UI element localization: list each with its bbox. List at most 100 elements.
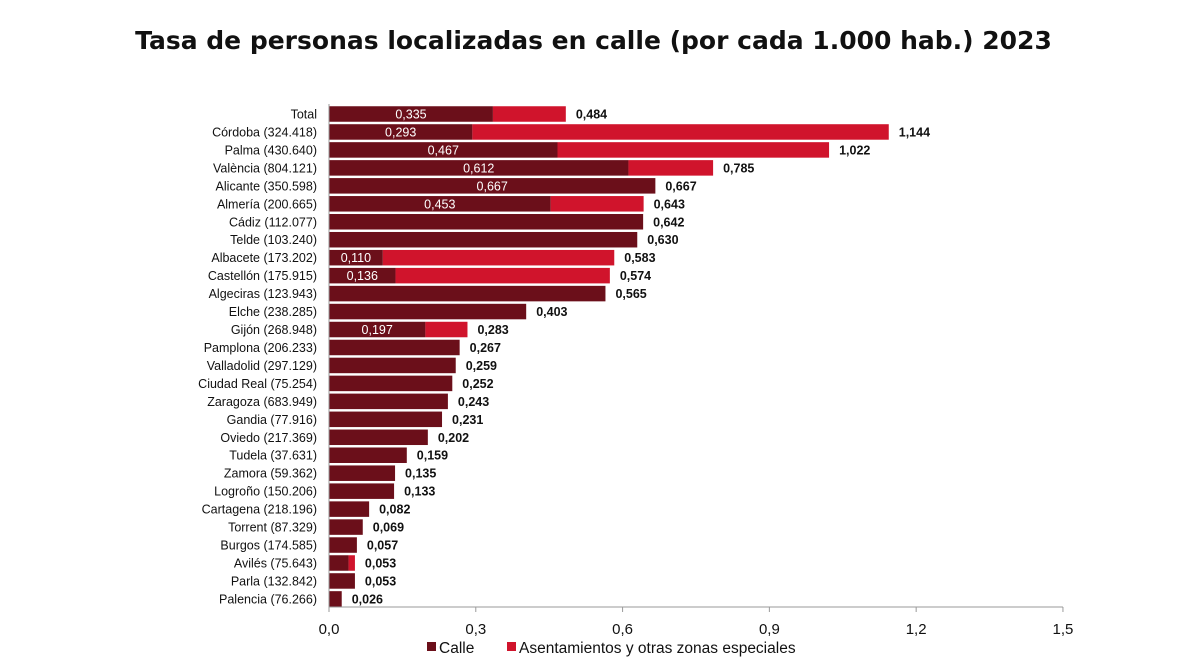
category-label: Algeciras (123.943) (209, 287, 317, 301)
bar-calle (329, 178, 656, 194)
category-label: Oviedo (217.369) (220, 431, 317, 445)
total-value-label: 0,133 (404, 485, 435, 499)
bar-asentamientos (628, 160, 714, 176)
category-label: Parla (132.842) (231, 574, 317, 588)
bar-calle (329, 249, 383, 266)
bar-asentamientos (557, 142, 830, 158)
bar-calle (329, 501, 370, 517)
category-label: Alicante (350.598) (216, 179, 317, 193)
total-value-label: 0,667 (665, 179, 696, 193)
segment-value-label: 0,612 (463, 161, 494, 175)
x-tick-label: 1,5 (1053, 621, 1074, 638)
category-label: Zaragoza (683.949) (207, 395, 317, 409)
category-label: Cartagena (218.196) (202, 503, 317, 517)
bar-calle (329, 573, 355, 589)
category-label: Gandia (77.916) (227, 413, 317, 427)
x-tick-label: 0,6 (612, 621, 633, 638)
bar-asentamientos (492, 106, 566, 122)
category-label: Cádiz (112.077) (229, 215, 317, 229)
total-value-label: 0,643 (654, 197, 685, 211)
category-label: Pamplona (206.233) (204, 341, 317, 355)
category-label: Tudela (37.631) (229, 449, 317, 463)
total-value-label: 0,231 (452, 413, 483, 427)
bar-calle (329, 196, 551, 212)
bar-calle (329, 447, 407, 463)
bar-calle (329, 357, 456, 374)
bar-calle (329, 465, 396, 481)
segment-value-label: 0,136 (347, 269, 378, 283)
total-value-label: 0,135 (405, 467, 436, 481)
segment-value-label: 0,110 (341, 251, 371, 265)
x-tick-label: 0,3 (465, 621, 486, 638)
total-value-label: 0,630 (647, 233, 678, 247)
bar-calle (329, 124, 473, 140)
bar-calle (329, 142, 558, 158)
bar-asentamientos (348, 555, 355, 571)
category-label: Palencia (76.266) (219, 592, 317, 606)
category-label: Zamora (59.362) (224, 467, 317, 481)
total-value-label: 0,082 (379, 503, 410, 517)
category-label: Avilés (75.643) (234, 557, 317, 571)
bar-calle (329, 106, 493, 122)
bar-calle (329, 555, 349, 571)
total-value-label: 0,259 (466, 359, 497, 373)
chart-title: Tasa de personas localizadas en calle (p… (135, 26, 1052, 55)
total-value-label: 0,785 (723, 161, 754, 175)
bar-asentamientos (550, 196, 644, 212)
bar-calle (329, 591, 342, 607)
segment-value-label: 0,197 (362, 323, 393, 337)
bar-asentamientos (472, 124, 889, 140)
total-value-label: 0,403 (536, 305, 567, 319)
category-label: Total (291, 108, 317, 122)
bar-asentamientos (395, 267, 610, 284)
category-label: Telde (103.240) (230, 233, 317, 247)
bar-asentamientos (382, 249, 615, 266)
bar-calle (329, 160, 629, 176)
total-value-label: 0,283 (477, 323, 508, 337)
category-labels: Total Córdoba (324.418) Palma (430.640) Val… (198, 108, 317, 607)
bar-calle (329, 339, 460, 356)
total-value-label: 0,057 (367, 539, 398, 553)
total-value-label: 0,026 (352, 592, 383, 606)
legend: Calle Asentamientos y otras zonas especia… (427, 640, 796, 657)
total-value-label: 0,243 (458, 395, 489, 409)
x-tick-label: 0,0 (319, 621, 340, 638)
category-label: València (804.121) (213, 161, 317, 175)
total-value-label: 0,574 (620, 269, 651, 283)
bar-calle (329, 285, 606, 302)
bar-asentamientos (425, 321, 468, 338)
category-label: Gijón (268.948) (231, 323, 317, 337)
bar-calle (329, 519, 363, 535)
category-label: Ciudad Real (75.254) (198, 377, 317, 391)
bar-calle (329, 537, 357, 553)
x-axis: 0,0 0,3 0,6 0,9 1,2 1,5 (319, 104, 1074, 638)
x-tick-label: 0,9 (759, 621, 780, 638)
category-label: Valladolid (297.129) (207, 359, 317, 373)
bar-calle (329, 267, 396, 284)
total-value-label: 0,267 (470, 341, 501, 355)
total-value-label: 0,484 (576, 108, 607, 122)
segment-value-label: 0,293 (385, 125, 416, 139)
bar-calle (329, 483, 395, 499)
segment-value-label: 0,667 (477, 179, 508, 193)
legend-label-asentamientos: Asentamientos y otras zonas especiales (519, 640, 796, 657)
bar-calle (329, 231, 638, 248)
total-value-label: 1,144 (899, 125, 930, 139)
total-value-label: 0,642 (653, 215, 684, 229)
category-label: Logroño (150.206) (214, 485, 317, 499)
total-value-label: 1,022 (839, 143, 870, 157)
category-label: Torrent (87.329) (228, 521, 317, 535)
total-value-label: 0,053 (365, 557, 396, 571)
total-value-label: 0,583 (624, 251, 655, 265)
total-value-label: 0,252 (462, 377, 493, 391)
total-value-label: 0,069 (373, 521, 404, 535)
segment-value-label: 0,467 (428, 143, 459, 157)
total-value-label: 0,565 (615, 287, 646, 301)
category-label: Elche (238.285) (229, 305, 317, 319)
total-value-label: 0,202 (438, 431, 469, 445)
category-label: Córdoba (324.418) (212, 125, 317, 139)
x-tick-label: 1,2 (906, 621, 927, 638)
segment-value-label: 0,335 (395, 108, 426, 122)
bar-calle (329, 393, 448, 410)
